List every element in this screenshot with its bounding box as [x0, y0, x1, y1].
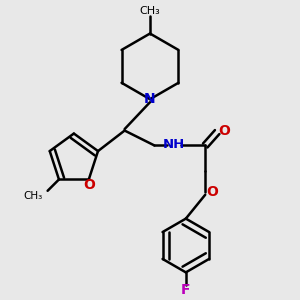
Text: CH₃: CH₃: [140, 6, 160, 16]
Text: F: F: [181, 283, 190, 297]
Text: NH: NH: [163, 138, 185, 152]
Text: CH₃: CH₃: [23, 191, 43, 201]
Text: O: O: [206, 185, 218, 199]
Text: O: O: [218, 124, 230, 138]
Text: N: N: [144, 92, 156, 106]
Text: O: O: [83, 178, 95, 192]
